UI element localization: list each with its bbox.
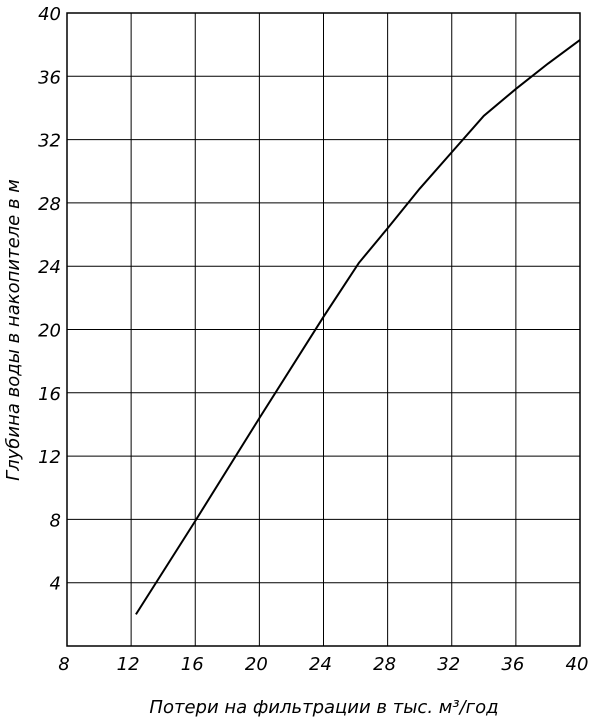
x-tick-label: 32: [437, 654, 460, 675]
y-tick-label: 16: [38, 384, 61, 405]
y-tick-label: 20: [38, 321, 61, 342]
x-tick-label: 16: [181, 654, 204, 675]
y-tick-label: 24: [38, 257, 61, 278]
y-tick-label: 4: [50, 574, 61, 595]
x-tick-label: 36: [501, 654, 524, 675]
y-tick-label: 40: [38, 4, 61, 25]
x-tick-label: 40: [566, 654, 589, 675]
y-axis-label: Глубина воды в накопителе в м: [3, 179, 24, 481]
x-tick-label: 12: [117, 654, 140, 675]
y-tick-label: 28: [38, 194, 61, 215]
x-tick-label: 20: [245, 654, 268, 675]
y-tick-label: 32: [38, 131, 61, 152]
x-axis-label: Потери на фильтрации в тыс. м³/год: [149, 697, 498, 718]
x-tick-label: 8: [58, 654, 69, 675]
x-tick-label: 24: [309, 654, 332, 675]
y-tick-label: 8: [50, 510, 61, 531]
data-line: [135, 39, 581, 615]
y-tick-label: 12: [38, 447, 61, 468]
x-tick-label: 28: [373, 654, 396, 675]
y-tick-label: 36: [38, 67, 61, 88]
